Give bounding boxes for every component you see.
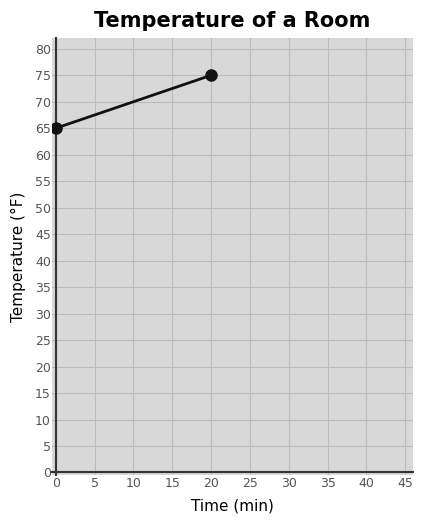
Title: Temperature of a Room: Temperature of a Room (94, 11, 371, 31)
X-axis label: Time (min): Time (min) (191, 499, 274, 513)
Y-axis label: Temperature (°F): Temperature (°F) (11, 192, 26, 322)
